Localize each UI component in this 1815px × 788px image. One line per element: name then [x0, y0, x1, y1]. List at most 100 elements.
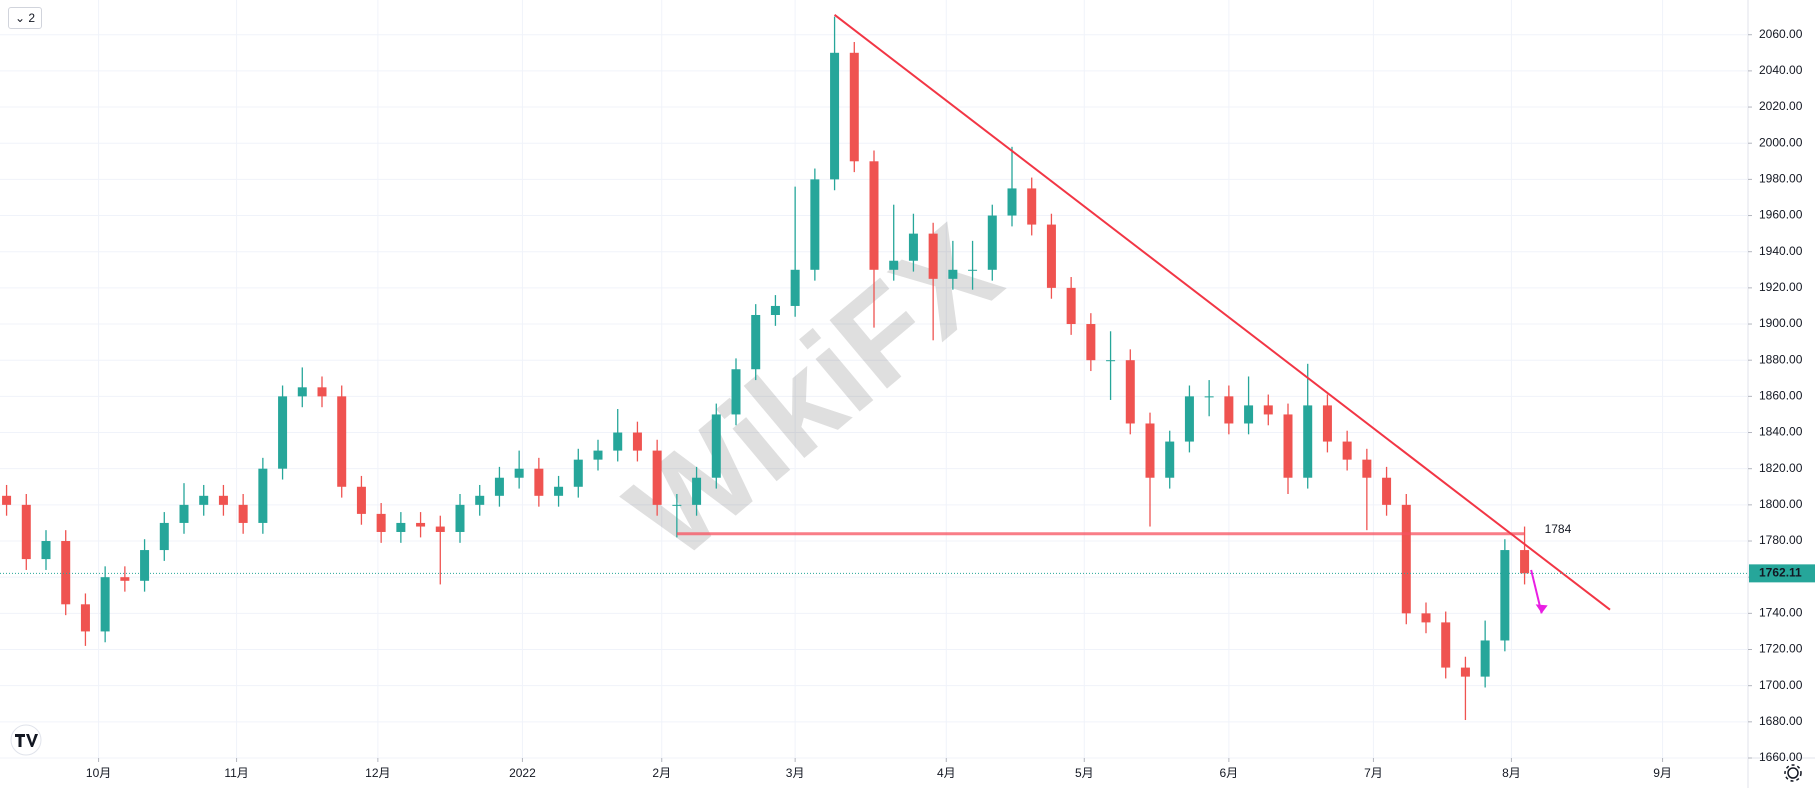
interval-badge[interactable]: ⌄ 2 — [8, 7, 43, 29]
x-tick-label: 11月 — [224, 766, 248, 780]
candle-body — [218, 495, 228, 505]
candle-body — [258, 468, 268, 523]
candle-body — [1204, 396, 1214, 398]
candle-body — [238, 504, 248, 523]
candle-body — [199, 495, 209, 505]
x-tick-label: 2月 — [652, 766, 671, 780]
candle-body — [692, 477, 702, 505]
candle-body — [41, 541, 51, 560]
y-tick-label: 1960.00 — [1759, 208, 1803, 222]
candle-body — [159, 522, 169, 551]
y-tick-label: 2060.00 — [1759, 27, 1803, 41]
y-tick-label: 1680.00 — [1759, 714, 1803, 728]
candle-body — [790, 269, 800, 306]
y-tick-label: 1780.00 — [1759, 533, 1803, 547]
y-tick-label: 1840.00 — [1759, 425, 1803, 439]
trendline — [833, 14, 1611, 611]
candle-body — [416, 522, 426, 527]
plot: 1784 — [0, 14, 1748, 721]
x-tick-label: 12月 — [365, 766, 390, 780]
candle-body — [61, 541, 71, 605]
x-tick-label: 7月 — [1364, 766, 1383, 780]
candle-body — [514, 468, 524, 478]
candle-body — [100, 577, 110, 632]
candle-body — [1342, 441, 1352, 460]
candle-body — [1322, 405, 1332, 442]
y-tick-label: 1740.00 — [1759, 606, 1803, 620]
candle-body — [1125, 360, 1135, 424]
y-tick-label: 1980.00 — [1759, 172, 1803, 186]
candle-body — [1184, 396, 1194, 442]
candle-body — [711, 414, 721, 478]
gear-teeth — [1784, 764, 1802, 782]
candle-body — [1421, 613, 1431, 623]
candle-body — [849, 52, 859, 162]
y-tick-label: 1920.00 — [1759, 280, 1803, 294]
candle-body — [297, 387, 307, 397]
y-tick-label: 1820.00 — [1759, 461, 1803, 475]
candle-body — [2, 495, 12, 505]
candle-body — [987, 215, 997, 270]
y-tick-label: 1900.00 — [1759, 316, 1803, 330]
candle-body — [554, 486, 564, 496]
candle-body — [1441, 622, 1451, 668]
candle-body — [1500, 550, 1510, 641]
last-price-label: 1762.11 — [1759, 566, 1802, 580]
candle-body — [494, 477, 504, 496]
candle-body — [376, 513, 386, 532]
candle-body — [1460, 667, 1470, 677]
candle-body — [1165, 441, 1175, 478]
candle-body — [652, 450, 662, 505]
candle-body — [356, 486, 366, 514]
y-tick-label: 1800.00 — [1759, 497, 1803, 511]
candle-body — [1362, 459, 1372, 478]
candle-body — [1263, 405, 1273, 415]
x-tick-label: 10月 — [86, 766, 111, 780]
candle-body — [573, 459, 583, 487]
candle-body — [1283, 414, 1293, 478]
y-tick-label: 2020.00 — [1759, 99, 1803, 113]
last-price-tag — [1749, 564, 1815, 583]
candle-body — [672, 504, 682, 506]
x-tick-label: 8月 — [1502, 766, 1521, 780]
settings-icon[interactable] — [1784, 764, 1802, 782]
y-tick-label: 2000.00 — [1759, 135, 1803, 149]
candle-body — [1480, 640, 1490, 677]
gear — [1787, 767, 1799, 779]
candle-body — [632, 432, 642, 451]
x-tick-label: 2022 — [509, 766, 536, 780]
candle-body — [928, 233, 938, 279]
tv-logo — [10, 724, 42, 756]
candle-body — [455, 504, 465, 532]
arrow-head — [1535, 604, 1548, 614]
candle-body — [613, 432, 623, 451]
candle-body — [731, 369, 741, 415]
candle-body — [968, 269, 978, 271]
x-tick-label: 3月 — [786, 766, 805, 780]
level-label: 1784 — [1545, 522, 1572, 536]
candle-body — [810, 179, 820, 270]
x-tick-label: 6月 — [1220, 766, 1239, 780]
candle-body — [889, 260, 899, 270]
candle-body — [1224, 396, 1234, 424]
candle-body — [1303, 405, 1313, 478]
candle-body — [830, 52, 840, 180]
x-tick-label: 9月 — [1653, 766, 1672, 780]
x-tick-label: 5月 — [1075, 766, 1094, 780]
y-tick-label: 1940.00 — [1759, 244, 1803, 258]
y-tick-label: 1720.00 — [1759, 642, 1803, 656]
candle-body — [751, 314, 761, 370]
candle-body — [1066, 287, 1076, 325]
y-tick-label: 1700.00 — [1759, 678, 1803, 692]
logo-mark — [15, 734, 38, 747]
candle-body — [179, 504, 189, 523]
candle-body — [1145, 423, 1155, 478]
badge-count: 2 — [28, 11, 36, 25]
candle-body — [396, 522, 406, 532]
candle-body — [1027, 188, 1037, 225]
candle-body — [435, 526, 445, 532]
y-tick-label: 1880.00 — [1759, 352, 1803, 366]
candle-body — [21, 504, 31, 560]
candle-body — [120, 577, 130, 581]
